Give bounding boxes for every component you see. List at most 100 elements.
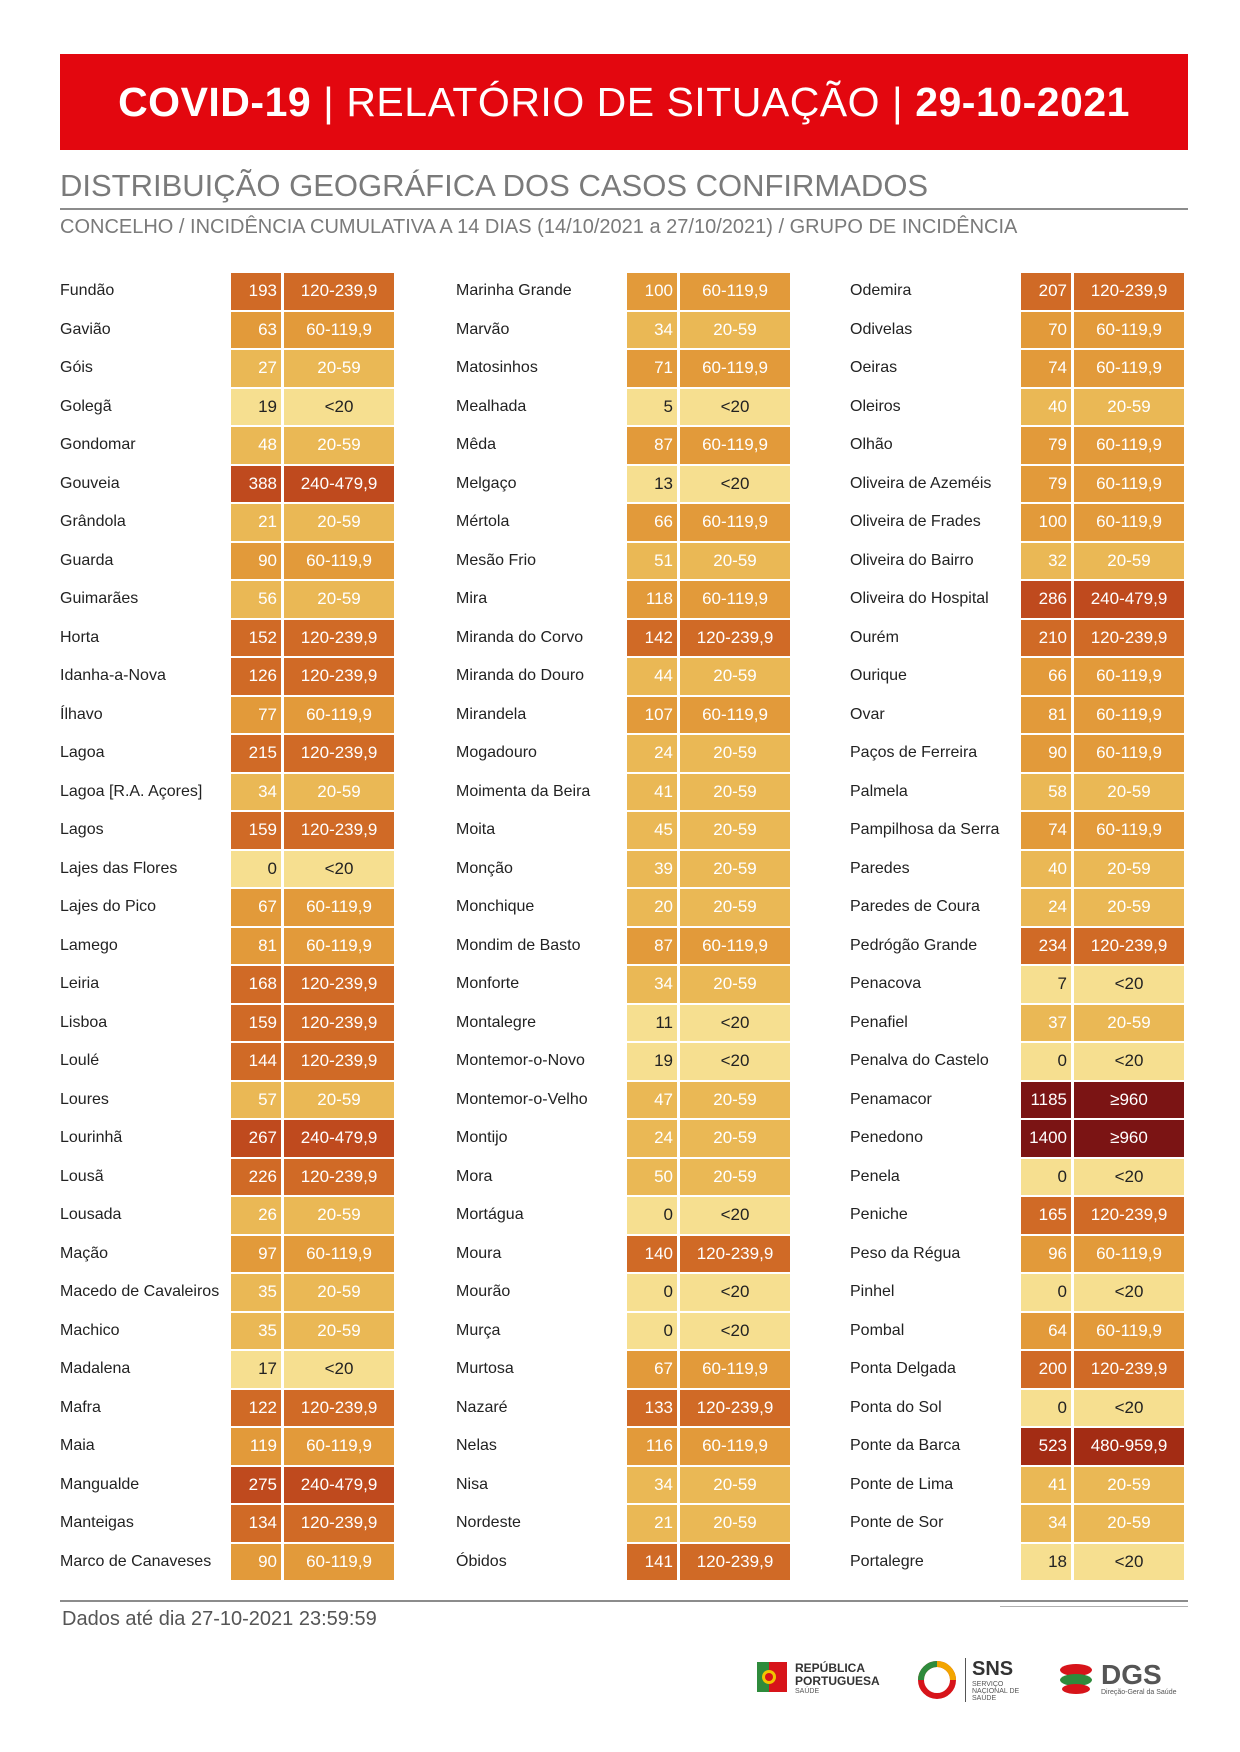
incidence-group: <20 — [1074, 1043, 1184, 1080]
municipality-row: Oliveira de Azeméis 79 60-119,9 — [850, 465, 1184, 504]
municipality-row: Penamacor 1185 ≥960 — [850, 1081, 1184, 1120]
data-timestamp: Dados até dia 27-10-2021 23:59:59 — [62, 1608, 377, 1630]
incidence-group: 20-59 — [284, 581, 394, 618]
incidence-group: 60-119,9 — [680, 504, 790, 541]
incidence-value: 18 — [1021, 1543, 1071, 1580]
sns-text: SNS — [972, 1658, 1014, 1680]
incidence-value: 66 — [627, 504, 677, 541]
incidence-group: <20 — [680, 465, 790, 502]
municipality-row: Horta 152 120-239,9 — [60, 619, 394, 658]
municipality-row: Palmela 58 20-59 — [850, 773, 1184, 812]
incidence-value: 67 — [231, 889, 281, 926]
municipality-row: Marinha Grande 100 60-119,9 — [456, 272, 790, 311]
incidence-value: 90 — [231, 542, 281, 579]
incidence-value: 159 — [231, 1004, 281, 1041]
municipality-name: Penela — [850, 1167, 900, 1185]
footer-divider — [60, 1600, 1188, 1602]
municipality-name: Gavião — [60, 320, 111, 338]
municipality-name: Lisboa — [60, 1013, 108, 1031]
incidence-group: <20 — [680, 1197, 790, 1234]
incidence-group: 60-119,9 — [1074, 696, 1184, 733]
municipality-column-2: Marinha Grande 100 60-119,9 Marvão 34 20-59 Ma… — [456, 272, 790, 1581]
municipality-name: Gondomar — [60, 436, 136, 454]
incidence-group: 20-59 — [1074, 1505, 1184, 1542]
municipality-name: Montalegre — [456, 1013, 537, 1031]
municipality-name: Lousada — [60, 1206, 122, 1224]
municipality-name: Paredes de Coura — [850, 898, 980, 916]
municipality-name: Paredes — [850, 859, 910, 877]
municipality-name: Mogadouro — [456, 744, 537, 762]
incidence-group: 20-59 — [284, 1197, 394, 1234]
municipality-name: Matosinhos — [456, 359, 538, 377]
incidence-group: 120-239,9 — [284, 966, 394, 1003]
municipality-row: Moura 140 120-239,9 — [456, 1235, 790, 1274]
municipality-row: Lagos 159 120-239,9 — [60, 811, 394, 850]
municipality-name: Idanha-a-Nova — [60, 667, 166, 685]
incidence-value: 58 — [1021, 773, 1071, 810]
title-covid: COVID-19 — [118, 78, 312, 125]
municipality-row: Macedo de Cavaleiros 35 20-59 — [60, 1273, 394, 1312]
municipality-row: Óbidos 141 120-239,9 — [456, 1543, 790, 1582]
municipality-name: Odivelas — [850, 320, 913, 338]
incidence-group: 60-119,9 — [1074, 465, 1184, 502]
municipality-row: Monchique 20 20-59 — [456, 888, 790, 927]
incidence-value: 168 — [231, 966, 281, 1003]
section-subtitle: CONCELHO / INCIDÊNCIA CUMULATIVA A 14 DI… — [60, 216, 1018, 238]
incidence-group: <20 — [680, 1274, 790, 1311]
incidence-group: 20-59 — [680, 542, 790, 579]
municipality-name: Montemor-o-Velho — [456, 1090, 588, 1108]
incidence-group: 120-239,9 — [284, 1043, 394, 1080]
municipality-name: Lagoa [R.A. Açores] — [60, 782, 203, 800]
incidence-value: 165 — [1021, 1197, 1071, 1234]
incidence-value: 39 — [627, 850, 677, 887]
incidence-group: 60-119,9 — [680, 273, 790, 310]
incidence-group: <20 — [284, 388, 394, 425]
incidence-group: 20-59 — [680, 773, 790, 810]
municipality-row: Oleiros 40 20-59 — [850, 388, 1184, 427]
municipality-row: Mértola 66 60-119,9 — [456, 503, 790, 542]
sns-subtext: SERVIÇO NACIONAL DE SAÚDE — [972, 1681, 1020, 1702]
municipality-row: Pinhel 0 <20 — [850, 1273, 1184, 1312]
municipality-name: Ílhavo — [60, 705, 103, 723]
municipality-name: Mondim de Basto — [456, 936, 581, 954]
municipality-row: Penalva do Castelo 0 <20 — [850, 1042, 1184, 1081]
incidence-value: 0 — [1021, 1274, 1071, 1311]
incidence-value: 207 — [1021, 273, 1071, 310]
incidence-value: 50 — [627, 1158, 677, 1195]
municipality-name: Pombal — [850, 1321, 905, 1339]
portugal-flag-icon — [757, 1662, 787, 1692]
municipality-row: Melgaço 13 <20 — [456, 465, 790, 504]
incidence-value: 159 — [231, 812, 281, 849]
municipality-name: Nordeste — [456, 1514, 521, 1532]
incidence-group: 20-59 — [680, 889, 790, 926]
incidence-value: 0 — [627, 1312, 677, 1349]
municipality-column-3: Odemira 207 120-239,9 Odivelas 70 60-119,9 Oei… — [850, 272, 1184, 1581]
municipality-name: Miranda do Douro — [456, 667, 585, 685]
incidence-group: 240-479,9 — [284, 1120, 394, 1157]
incidence-group: 20-59 — [1074, 1466, 1184, 1503]
municipality-name: Lajes das Flores — [60, 859, 178, 877]
municipality-row: Murça 0 <20 — [456, 1312, 790, 1351]
incidence-value: 286 — [1021, 581, 1071, 618]
incidence-group: <20 — [1074, 1274, 1184, 1311]
sns-emblem-icon — [918, 1661, 956, 1699]
municipality-name: Lousã — [60, 1167, 104, 1185]
municipality-row: Machico 35 20-59 — [60, 1312, 394, 1351]
municipality-row: Paredes 40 20-59 — [850, 850, 1184, 889]
municipality-row: Madalena 17 <20 — [60, 1350, 394, 1389]
incidence-group: 120-239,9 — [284, 735, 394, 772]
municipality-row: Montemor-o-Velho 47 20-59 — [456, 1081, 790, 1120]
municipality-row: Ourém 210 120-239,9 — [850, 619, 1184, 658]
municipality-name: Grândola — [60, 513, 126, 531]
incidence-value: 142 — [627, 619, 677, 656]
municipality-row: Nordeste 21 20-59 — [456, 1504, 790, 1543]
incidence-group: 20-59 — [284, 773, 394, 810]
municipality-name: Loulé — [60, 1052, 100, 1070]
municipality-row: Miranda do Corvo 142 120-239,9 — [456, 619, 790, 658]
incidence-group: 120-239,9 — [680, 1543, 790, 1580]
municipality-row: Ourique 66 60-119,9 — [850, 657, 1184, 696]
title-report: RELATÓRIO DE SITUAÇÃO — [346, 78, 881, 125]
municipality-row: Odemira 207 120-239,9 — [850, 272, 1184, 311]
incidence-value: 56 — [231, 581, 281, 618]
municipality-name: Mangualde — [60, 1475, 140, 1493]
